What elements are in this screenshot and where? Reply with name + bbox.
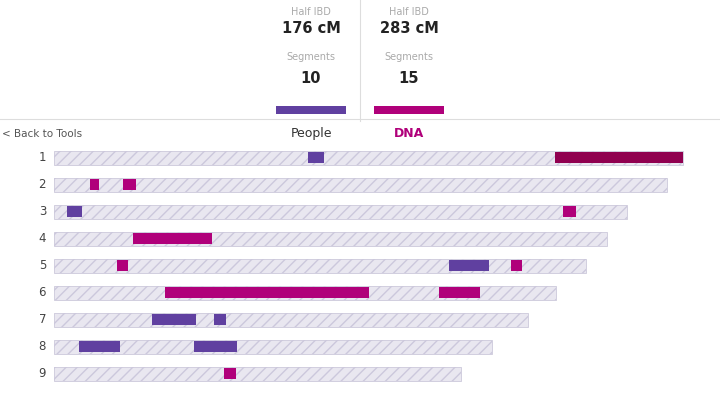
Bar xyxy=(54,205,627,219)
Text: < Back to Tools: < Back to Tools xyxy=(2,129,82,139)
Text: 3: 3 xyxy=(39,205,46,218)
Bar xyxy=(151,314,196,325)
Text: Half IBD: Half IBD xyxy=(389,7,429,17)
Bar xyxy=(562,206,576,217)
Bar xyxy=(224,368,236,379)
Bar xyxy=(54,367,461,381)
Text: 15: 15 xyxy=(399,71,419,86)
Bar xyxy=(54,178,667,192)
Text: 2: 2 xyxy=(39,178,46,191)
Text: 6: 6 xyxy=(39,286,46,299)
Text: 10: 10 xyxy=(301,71,321,86)
Text: Segments: Segments xyxy=(287,52,336,62)
Bar xyxy=(438,287,480,298)
Bar xyxy=(554,152,683,163)
Bar xyxy=(67,206,81,217)
Text: 283 cM: 283 cM xyxy=(379,21,438,36)
Bar xyxy=(374,106,444,114)
Bar xyxy=(54,312,528,327)
Text: DNA: DNA xyxy=(394,127,424,140)
Bar xyxy=(214,314,226,325)
Text: 8: 8 xyxy=(39,340,46,353)
Bar xyxy=(194,341,237,352)
Bar xyxy=(511,260,522,271)
Bar xyxy=(54,178,667,192)
Text: 7: 7 xyxy=(39,313,46,326)
Bar xyxy=(54,259,586,273)
Bar xyxy=(133,233,212,244)
Text: People: People xyxy=(290,127,332,140)
Bar xyxy=(54,286,556,300)
Bar xyxy=(54,340,492,354)
Bar xyxy=(54,286,556,300)
Bar xyxy=(54,312,528,327)
Bar xyxy=(54,367,461,381)
Bar xyxy=(54,231,608,246)
Bar xyxy=(54,150,683,165)
Text: 9: 9 xyxy=(39,367,46,380)
Text: 1: 1 xyxy=(39,151,46,164)
Bar xyxy=(123,179,136,190)
Bar xyxy=(90,179,99,190)
Text: 4: 4 xyxy=(39,232,46,245)
Text: 5: 5 xyxy=(39,259,46,272)
Bar xyxy=(54,259,586,273)
Bar xyxy=(117,260,127,271)
Text: Segments: Segments xyxy=(384,52,433,62)
Bar xyxy=(54,150,683,165)
Bar xyxy=(54,231,608,246)
Bar xyxy=(54,340,492,354)
Bar xyxy=(307,152,324,163)
Bar xyxy=(165,287,369,298)
Bar xyxy=(54,205,627,219)
Bar xyxy=(449,260,489,271)
Text: 176 cM: 176 cM xyxy=(282,21,341,36)
Text: Half IBD: Half IBD xyxy=(291,7,331,17)
Bar xyxy=(79,341,120,352)
Bar xyxy=(276,106,346,114)
